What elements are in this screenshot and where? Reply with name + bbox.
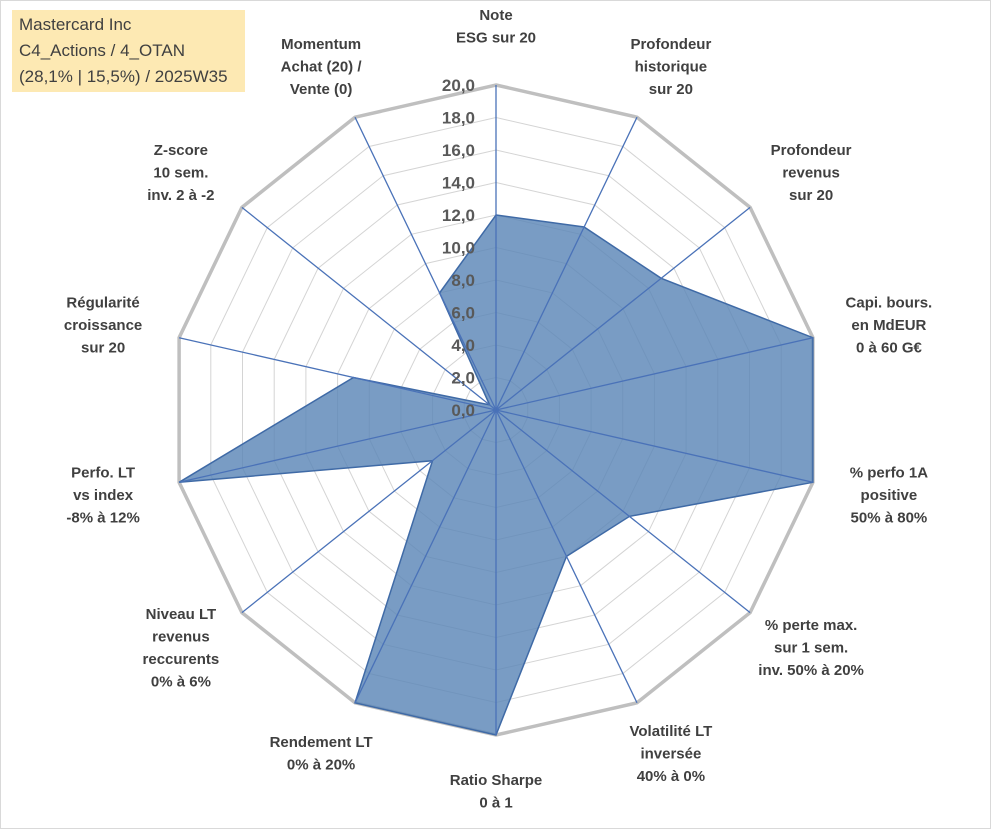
axis-label-line: 0% à 20%	[287, 757, 355, 774]
axis-label-line: inv. 2 à -2	[147, 187, 214, 204]
tick-label: 10,0	[442, 239, 475, 258]
axis-spoke	[354, 116, 497, 411]
axis-label: Perfo. LT vs index -8% à 12%	[66, 464, 139, 526]
axis-label-line: Note	[479, 7, 512, 24]
axis-label-line: Rendement LT	[270, 734, 373, 751]
axis-label-line: Perfo. LT	[71, 464, 135, 481]
axis-label-line: inv. 50% à 20%	[758, 662, 864, 679]
info-stats: (28,1% | 15,5%) / 2025W35	[19, 67, 228, 86]
axis-label-line: historique	[635, 59, 708, 76]
info-company-name: Mastercard Inc	[19, 15, 132, 34]
axis-label: Capi. bours. en MdEUR 0 à 60 G€	[846, 295, 933, 357]
axis-label-line: Volatilité LT	[630, 723, 713, 740]
axis-label: % perfo 1A positive 50% à 80%	[850, 464, 929, 526]
info-category: C4_Actions / 4_OTAN	[19, 41, 185, 60]
axis-label-line: Capi. bours.	[846, 295, 933, 312]
axis-label-line: sur 20	[81, 340, 125, 357]
tick-label: 16,0	[442, 141, 475, 160]
axis-label-line: Vente (0)	[290, 81, 353, 98]
tick-label: 6,0	[451, 304, 475, 323]
axis-spoke	[495, 116, 638, 411]
info-box: Mastercard Inc C4_Actions / 4_OTAN (28,1…	[12, 10, 245, 92]
axis-label-line: 40% à 0%	[637, 768, 705, 785]
axis-label-line: 0 à 1	[479, 794, 512, 811]
axis-label: Momentum Achat (20) / Vente (0)	[281, 36, 363, 98]
tick-label: 12,0	[442, 206, 475, 225]
axis-label-line: 0% à 6%	[151, 673, 211, 690]
axis-label-line: positive	[861, 487, 918, 504]
radar-tick-labels: 0,0 2,0 4,0 6,0 8,0 10,0 12,0 14,0 16,0 18,0 20,0	[442, 76, 475, 420]
axis-label-line: revenus	[782, 165, 840, 182]
radar-axis-labels: Note ESG sur 20 Profondeur historique sur 20…	[64, 7, 932, 811]
axis-spoke	[495, 409, 814, 483]
axis-label-line: Profondeur	[771, 142, 852, 159]
axis-label: Rendement LT 0% à 20%	[270, 734, 373, 774]
axis-spoke	[495, 337, 814, 411]
axis-label-line: 50% à 80%	[851, 509, 928, 526]
tick-label: 2,0	[451, 369, 475, 388]
tick-label: 8,0	[451, 271, 475, 290]
axis-label: % perte max. sur 1 sem. inv. 50% à 20%	[758, 617, 864, 679]
axis-label-line: sur 20	[649, 81, 693, 98]
axis-spoke	[495, 409, 751, 614]
axis-label: Ratio Sharpe 0 à 1	[450, 772, 543, 812]
axis-label-line: % perte max.	[765, 617, 858, 634]
axis-label-line: Z-score	[154, 142, 208, 159]
axis-label-line: sur 20	[789, 187, 833, 204]
axis-label-line: Ratio Sharpe	[450, 772, 543, 789]
radar-spokes	[178, 85, 814, 735]
axis-label: Note ESG sur 20	[456, 7, 536, 47]
axis-spoke	[495, 206, 751, 411]
axis-spoke	[354, 409, 497, 704]
axis-label-line: -8% à 12%	[66, 509, 139, 526]
axis-label-line: sur 1 sem.	[774, 640, 848, 657]
tick-label: 0,0	[451, 401, 475, 420]
axis-label-line: inversée	[640, 745, 701, 762]
tick-label: 20,0	[442, 76, 475, 95]
axis-label-line: Régularité	[66, 295, 139, 312]
axis-label: Profondeur historique sur 20	[630, 36, 711, 98]
axis-label-line: reccurents	[143, 651, 220, 668]
axis-label: Niveau LT revenus reccurents 0% à 6%	[143, 606, 220, 691]
tick-label: 4,0	[451, 336, 475, 355]
axis-spoke	[241, 206, 497, 411]
axis-label: Z-score 10 sem. inv. 2 à -2	[147, 142, 214, 204]
axis-label: Régularité croissance sur 20	[64, 295, 142, 357]
axis-spoke	[495, 409, 638, 704]
axis-label-line: Momentum	[281, 36, 361, 53]
axis-label-line: 10 sem.	[153, 165, 208, 182]
axis-label-line: Achat (20) /	[281, 59, 363, 76]
tick-label: 14,0	[442, 174, 475, 193]
axis-label-line: croissance	[64, 317, 142, 334]
axis-label-line: 0 à 60 G€	[856, 340, 923, 357]
axis-label-line: Niveau LT	[146, 606, 217, 623]
tick-label: 18,0	[442, 109, 475, 128]
axis-label-line: vs index	[73, 487, 134, 504]
axis-label-line: ESG sur 20	[456, 30, 536, 47]
axis-spoke	[178, 337, 497, 411]
axis-spoke	[241, 409, 497, 614]
axis-label-line: en MdEUR	[851, 317, 926, 334]
axis-spoke	[178, 409, 497, 483]
axis-label: Volatilité LT inversée 40% à 0%	[630, 723, 713, 785]
axis-label-line: % perfo 1A	[850, 464, 929, 481]
axis-label-line: Profondeur	[630, 36, 711, 53]
axis-label-line: revenus	[152, 628, 210, 645]
axis-label: Profondeur revenus sur 20	[771, 142, 852, 204]
